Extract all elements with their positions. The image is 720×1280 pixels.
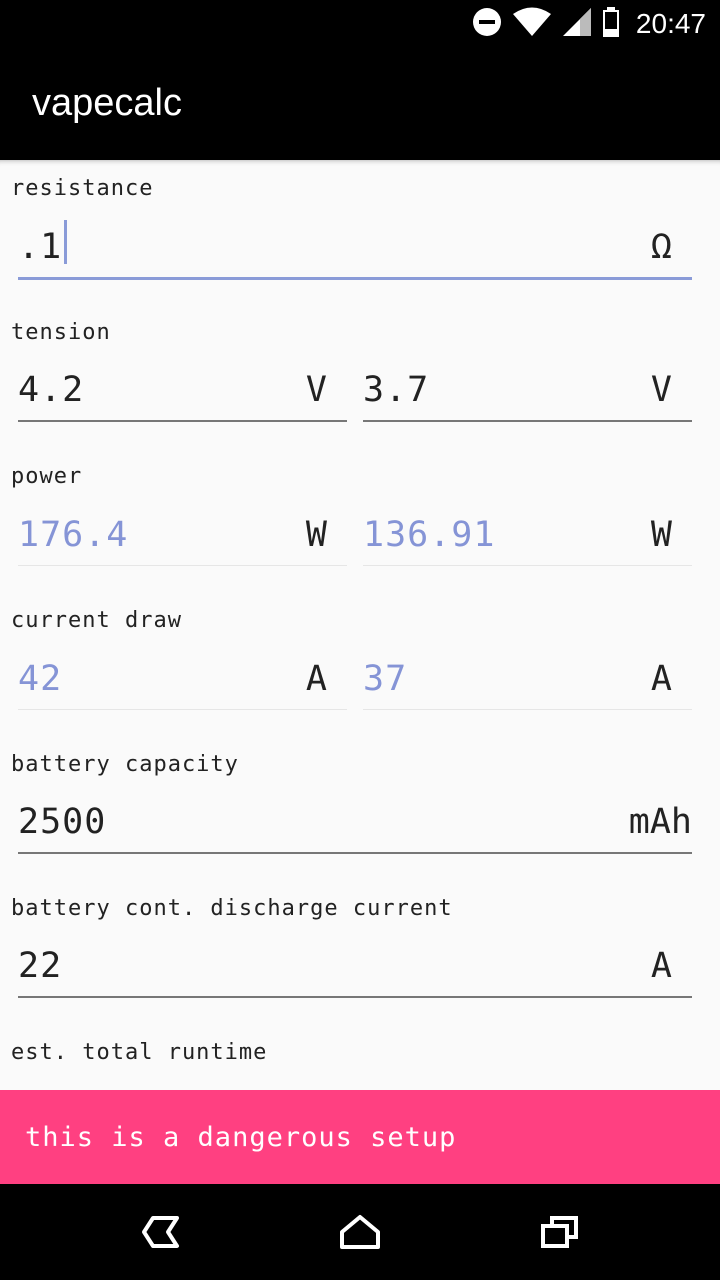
app-title: vapecalc	[32, 82, 182, 124]
calculator-form: resistance .1 Ω tension 4.2 V 3.7 V powe…	[0, 160, 720, 1090]
current-draw-max-value: 42	[18, 659, 63, 699]
app-bar: vapecalc	[0, 48, 720, 160]
resistance-unit: Ω	[650, 227, 672, 267]
runtime-label: est. total runtime	[11, 1040, 268, 1065]
tension-min-unit: V	[650, 370, 672, 410]
tension-max-value: 4.2	[18, 370, 85, 410]
current-draw-min-output: 37 A	[363, 652, 692, 710]
battery-discharge-label: battery cont. discharge current	[11, 896, 453, 921]
battery-discharge-unit: A	[650, 946, 672, 986]
status-bar: 20:47	[0, 0, 720, 48]
tension-max-input[interactable]: 4.2 V	[18, 364, 347, 422]
text-cursor	[64, 220, 68, 264]
battery-capacity-unit: mAh	[628, 802, 692, 842]
current-draw-min-value: 37	[363, 659, 408, 699]
recents-icon[interactable]	[530, 1202, 590, 1262]
power-min-output: 136.91 W	[363, 508, 692, 566]
current-draw-min-unit: A	[650, 659, 672, 699]
home-icon[interactable]	[330, 1202, 390, 1262]
resistance-value: .1	[18, 227, 63, 267]
clock: 20:47	[635, 8, 706, 39]
current-draw-max-output: 42 A	[18, 652, 347, 710]
wifi-icon	[512, 7, 552, 41]
current-draw-label: current draw	[11, 608, 182, 633]
current-draw-max-unit: A	[305, 659, 327, 699]
power-min-value: 136.91	[363, 515, 496, 555]
snackbar-message: this is a dangerous setup	[25, 1122, 457, 1153]
warning-snackbar: this is a dangerous setup	[0, 1090, 720, 1184]
resistance-input[interactable]: .1 Ω	[18, 220, 692, 280]
battery-icon	[602, 7, 620, 41]
signal-icon	[562, 7, 592, 41]
do-not-disturb-icon	[472, 7, 502, 41]
tension-label: tension	[11, 320, 111, 345]
navigation-bar	[0, 1184, 720, 1280]
tension-max-unit: V	[305, 370, 327, 410]
tension-min-input[interactable]: 3.7 V	[363, 364, 692, 422]
battery-capacity-label: battery capacity	[11, 752, 239, 777]
power-label: power	[11, 464, 83, 489]
power-max-output: 176.4 W	[18, 508, 347, 566]
back-icon[interactable]	[130, 1202, 190, 1262]
resistance-label: resistance	[11, 176, 154, 201]
battery-capacity-value: 2500	[18, 802, 107, 842]
power-max-value: 176.4	[18, 515, 129, 555]
battery-discharge-value: 22	[18, 946, 63, 986]
battery-capacity-input[interactable]: 2500 mAh	[18, 796, 692, 854]
power-min-unit: W	[650, 515, 672, 555]
tension-min-value: 3.7	[363, 370, 430, 410]
battery-discharge-input[interactable]: 22 A	[18, 940, 692, 998]
power-max-unit: W	[305, 515, 327, 555]
